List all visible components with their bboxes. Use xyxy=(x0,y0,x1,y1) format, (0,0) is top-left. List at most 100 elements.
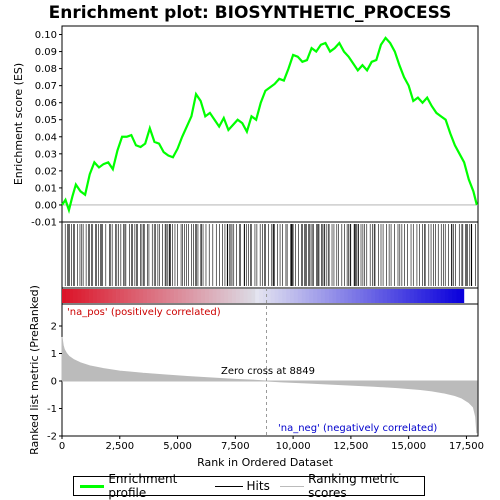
heatmap-cell xyxy=(166,289,171,303)
heatmap-cell xyxy=(444,289,449,303)
heatmap-cell xyxy=(81,289,86,303)
heatmap-cell xyxy=(119,289,125,303)
heatmap-cell xyxy=(224,289,229,303)
es-ytick-label: 0.03 xyxy=(35,149,57,160)
heatmap-cell xyxy=(96,289,101,303)
metric-ytick-label: 0 xyxy=(51,377,57,388)
heatmap-cell xyxy=(301,289,306,303)
legend-label-enrichment: Enrichment profile xyxy=(108,472,178,500)
heatmap-cell xyxy=(436,289,442,303)
heatmap-cell xyxy=(270,289,275,303)
heatmap-cell xyxy=(158,289,163,303)
heatmap-cell xyxy=(317,289,322,303)
heatmap-cell xyxy=(189,289,194,303)
heatmap-cell xyxy=(347,289,353,303)
heatmap-cell xyxy=(135,289,140,303)
xtick-label: 2,500 xyxy=(105,441,134,452)
heatmap-cell xyxy=(332,289,337,303)
hits-panel xyxy=(61,221,479,289)
heatmap-cell xyxy=(77,289,82,303)
heatmap-cell xyxy=(204,289,210,303)
pos-correlated-label: 'na_pos' (positively correlated) xyxy=(67,307,221,318)
heatmap-cell xyxy=(255,289,260,303)
es-ytick-label: 0.02 xyxy=(35,166,57,177)
heatmap-cell xyxy=(259,289,264,303)
heatmap-cell xyxy=(162,289,167,303)
heatmap-cell xyxy=(89,289,94,303)
heatmap-cell xyxy=(413,289,418,303)
es-ytick-label: 0.10 xyxy=(35,30,57,41)
zero-cross-label: Zero cross at 8849 xyxy=(221,366,315,377)
heatmap-cell xyxy=(174,289,179,303)
rank-heatmap xyxy=(62,289,465,303)
heatmap-cell xyxy=(266,289,271,303)
heatmap-cell xyxy=(440,289,445,303)
legend-item-enrichment: Enrichment profile xyxy=(80,472,205,500)
heatmap-cell xyxy=(398,289,403,303)
heatmap-cell xyxy=(228,289,233,303)
heatmap-cell xyxy=(150,289,156,303)
heatmap-cell xyxy=(432,289,438,303)
heatmap-cell xyxy=(212,289,217,303)
x-axis-label: Rank in Ordered Dataset xyxy=(197,456,334,469)
heatmap-cell xyxy=(220,289,225,303)
heatmap-cell xyxy=(429,289,434,303)
heatmap-cell xyxy=(293,289,299,303)
heatmap-cell xyxy=(92,289,98,303)
heatmap-cell xyxy=(239,289,244,303)
heatmap-cell xyxy=(197,289,202,303)
heatmap-cell xyxy=(65,289,71,303)
heatmap-cell xyxy=(320,289,326,303)
neg-correlated-label: 'na_neg' (negatively correlated) xyxy=(278,423,437,434)
heatmap-cell xyxy=(235,289,241,303)
metric-panel xyxy=(61,303,479,437)
heatmap-cell xyxy=(286,289,291,303)
heatmap-cell xyxy=(104,289,109,303)
legend-label-hits: Hits xyxy=(246,479,270,493)
es-ytick-label: 0.00 xyxy=(35,200,57,211)
heatmap-cell xyxy=(355,289,360,303)
heatmap-cell xyxy=(247,289,252,303)
heatmap-cell xyxy=(417,289,422,303)
heatmap-cell xyxy=(297,289,302,303)
es-ytick-label: -0.01 xyxy=(31,218,57,229)
heatmap-cell xyxy=(371,289,376,303)
heatmap-cell xyxy=(100,289,105,303)
enrichment-profile-line xyxy=(61,36,478,214)
heatmap-cell xyxy=(108,289,113,303)
xtick-label: 0 xyxy=(59,441,65,452)
legend: Enrichment profile Hits Ranking metric s… xyxy=(73,472,425,500)
heatmap-cell xyxy=(282,289,287,303)
es-ytick-label: 0.06 xyxy=(35,98,57,109)
metric-y-ticks: -2 -1 0 1 2 xyxy=(47,322,62,443)
heatmap-cell xyxy=(243,289,248,303)
heatmap-cell xyxy=(344,289,349,303)
es-y-ticks: -0.01 0.00 0.01 0.02 0.03 0.04 0.05 0.06 0.07 0.0… xyxy=(31,30,62,229)
xtick-label: 15,000 xyxy=(391,441,426,452)
heatmap-cell xyxy=(460,289,465,303)
heatmap-cell xyxy=(73,289,78,303)
heatmap-cell xyxy=(232,289,237,303)
heatmap-cell xyxy=(456,289,461,303)
heatmap-cell xyxy=(154,289,159,303)
heatmap-cell xyxy=(409,289,414,303)
legend-item-ranking: Ranking metric scores xyxy=(279,472,424,500)
heatmap-cell xyxy=(208,289,214,303)
heatmap-cell xyxy=(363,289,368,303)
hit-ticks xyxy=(64,224,476,286)
heatmap-cell xyxy=(139,289,144,303)
es-curve xyxy=(61,36,478,214)
heatmap-cell xyxy=(351,289,357,303)
heatmap-cell xyxy=(62,289,67,303)
heatmap-cell xyxy=(394,289,399,303)
heatmap-cell xyxy=(181,289,186,303)
chart-title: Enrichment plot: BIOSYNTHETIC_PROCESS xyxy=(49,3,452,23)
heatmap-cell xyxy=(324,289,329,303)
heatmap-cell xyxy=(313,289,318,303)
heatmap-cell xyxy=(170,289,175,303)
enrichment-swatch xyxy=(80,484,105,488)
heatmap-cell xyxy=(305,289,310,303)
xtick-label: 5,000 xyxy=(163,441,192,452)
heatmap-cell xyxy=(425,289,430,303)
